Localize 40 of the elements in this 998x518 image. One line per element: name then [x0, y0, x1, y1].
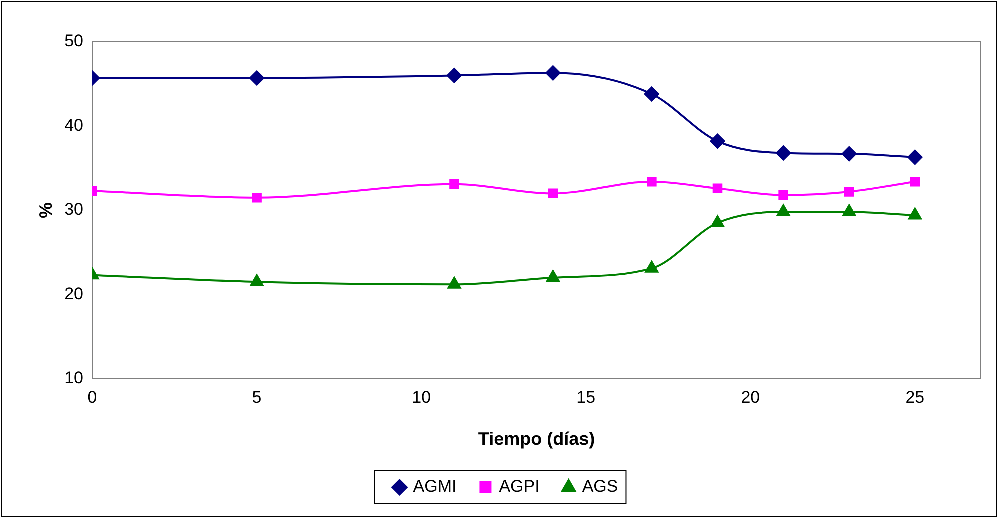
- x-tick-label: 10: [412, 388, 432, 407]
- point: [548, 188, 558, 199]
- point: [712, 184, 723, 194]
- x-tick-label: 5: [252, 388, 262, 407]
- x-tick-label: 15: [576, 388, 596, 407]
- point: [842, 204, 856, 216]
- y-tick-label: 10: [64, 368, 84, 388]
- y-tick-label: 40: [64, 116, 84, 135]
- point: [450, 179, 460, 190]
- y-tick-label: 50: [64, 32, 84, 51]
- x-tick-label: 20: [741, 388, 760, 407]
- point: [776, 146, 792, 161]
- point: [776, 204, 790, 216]
- legend-label: AGMI: [413, 477, 457, 496]
- x-tick-label: 25: [906, 388, 925, 407]
- point: [448, 277, 462, 289]
- point: [446, 68, 462, 84]
- point: [250, 70, 265, 86]
- legend-label: AGS: [582, 477, 618, 496]
- point: [252, 192, 262, 203]
- point: [908, 208, 922, 220]
- point: [711, 216, 724, 228]
- x-tick-label: 0: [88, 388, 98, 407]
- point: [710, 134, 726, 149]
- point: [778, 190, 788, 200]
- point: [844, 187, 854, 197]
- point: [546, 270, 560, 282]
- x-axis-title: Tiempo (días): [478, 429, 596, 450]
- legend-label: AGPI: [499, 477, 540, 496]
- y-tick-label: 20: [64, 284, 84, 304]
- y-axis-title: %: [36, 202, 56, 219]
- y-tick-label: 30: [64, 200, 84, 220]
- point: [250, 274, 264, 286]
- point: [908, 150, 923, 165]
- point: [910, 176, 920, 187]
- point: [842, 146, 857, 162]
- point: [645, 261, 659, 273]
- point: [546, 66, 561, 81]
- point: [644, 86, 660, 102]
- point: [647, 176, 657, 187]
